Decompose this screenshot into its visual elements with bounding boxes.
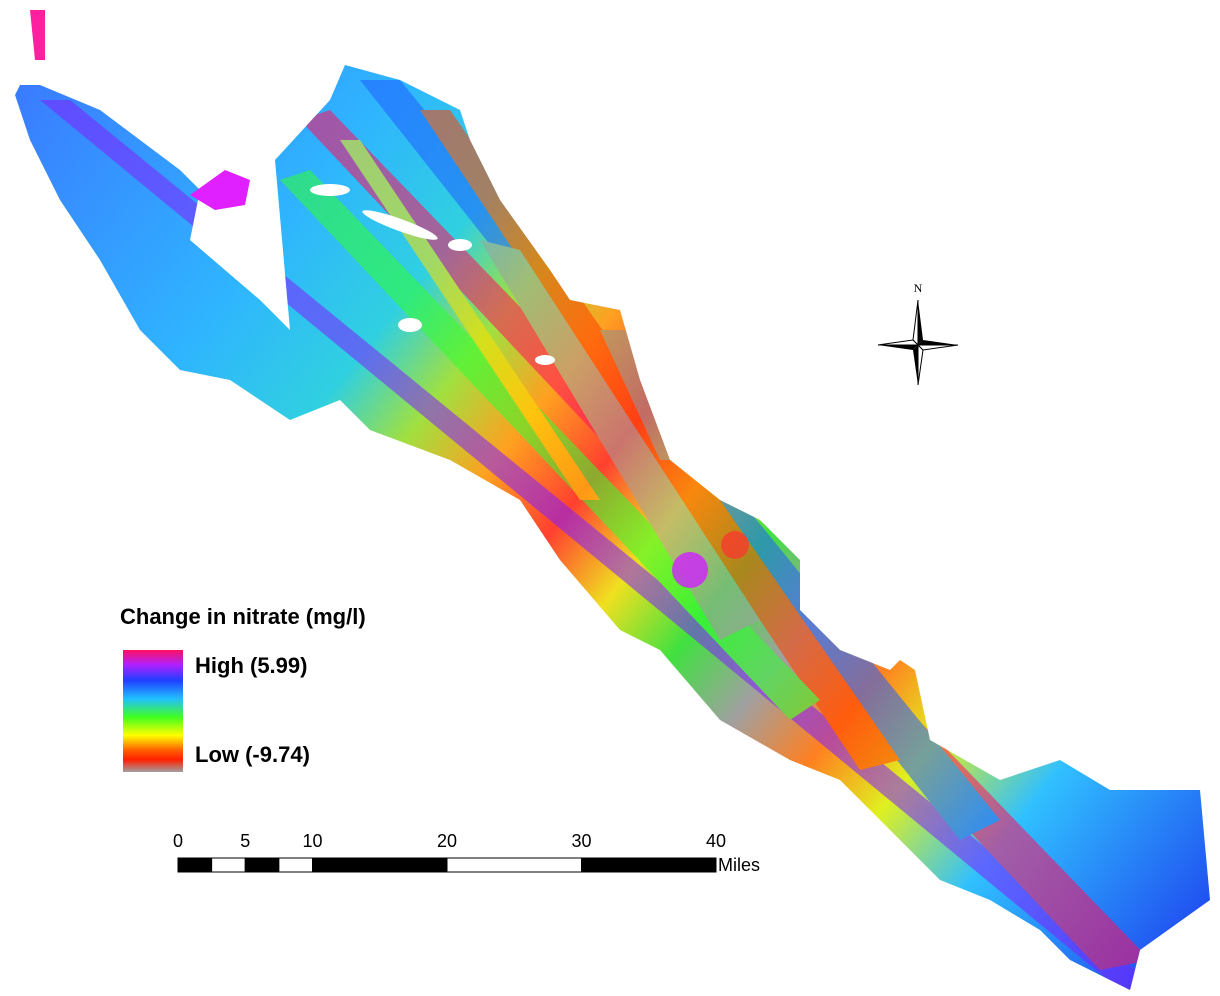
- north-label: N: [914, 281, 923, 295]
- legend-high: High (5.99): [195, 653, 307, 678]
- legend-title: Change in nitrate (mg/l): [120, 604, 366, 629]
- scale-tick-label: 0: [173, 831, 183, 851]
- scale-unit: Miles: [718, 855, 760, 875]
- scale-segment: [245, 858, 279, 872]
- legend-low: Low (-9.74): [195, 742, 310, 767]
- legend: Change in nitrate (mg/l) High (5.99) Low…: [120, 604, 366, 772]
- scale-segment: [212, 858, 246, 872]
- scale-segment: [313, 858, 448, 872]
- scale-tick-label: 10: [302, 831, 322, 851]
- tributary: [190, 170, 250, 210]
- scale-tick-label: 20: [437, 831, 457, 851]
- scale-segment: [582, 858, 717, 872]
- scale-segment: [447, 858, 582, 872]
- scale-segment: [178, 858, 212, 872]
- tributary: [30, 10, 45, 60]
- scale-segment: [279, 858, 313, 872]
- scale-tick-label: 40: [706, 831, 726, 851]
- map: N Change in nitrate (mg/l) High (5.99) L…: [0, 0, 1220, 996]
- north-arrow: N: [878, 281, 958, 385]
- scale-tick-label: 5: [240, 831, 250, 851]
- legend-ramp: [123, 650, 183, 772]
- scale-tick-label: 30: [571, 831, 591, 851]
- scale-bar: 0 5 10 20 30 40 Miles: [173, 831, 760, 875]
